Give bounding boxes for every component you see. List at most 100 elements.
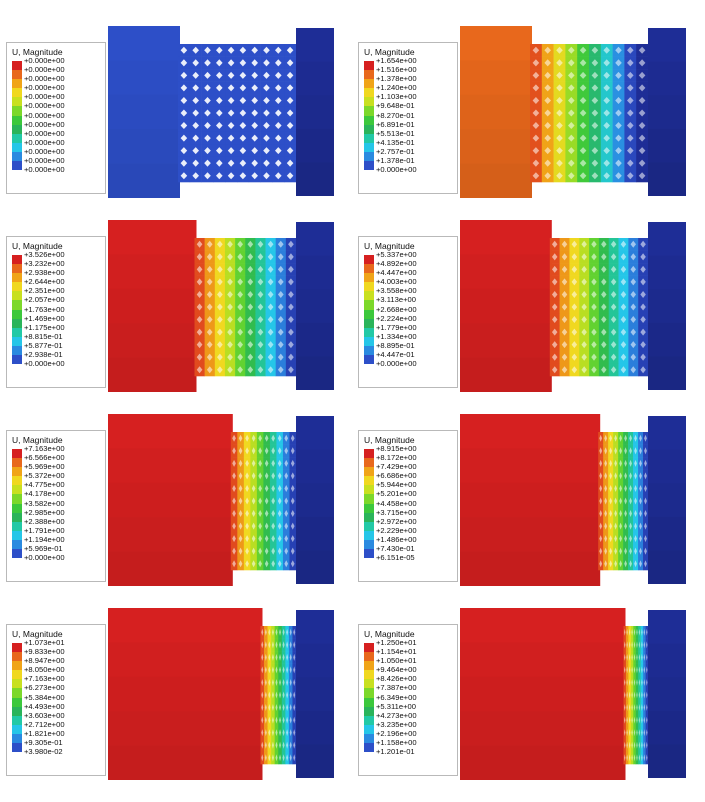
lattice-strut (639, 510, 642, 518)
lattice-strut (271, 434, 276, 442)
legend-value: +1.103e+00 (376, 92, 417, 102)
fixed-block (296, 222, 334, 390)
block-mesh-band (460, 551, 601, 586)
deformation-plot (108, 26, 334, 198)
lattice-strut (271, 535, 276, 543)
lattice-strut (258, 547, 262, 555)
lattice-strut (290, 560, 295, 568)
legend-value: +9.833e+00 (24, 647, 65, 657)
lattice-strut (603, 84, 610, 92)
lattice-strut (646, 666, 648, 674)
lattice-strut (232, 484, 236, 492)
legend-value: +7.429e+00 (376, 462, 417, 472)
lattice-strut (614, 434, 618, 442)
legend-color-swatch (364, 255, 374, 265)
block-mesh-band (296, 289, 334, 323)
block-mesh-band (648, 256, 686, 290)
legend-color-bar (12, 255, 22, 365)
lattice-strut (286, 653, 289, 661)
lattice-strut (551, 341, 558, 349)
lattice-strut (571, 240, 578, 248)
lattice-strut (634, 434, 637, 442)
legend-color-swatch (364, 264, 374, 274)
lattice-strut (551, 328, 558, 336)
block-mesh-band (648, 550, 686, 584)
lattice-strut (216, 96, 223, 104)
lattice-strut (267, 303, 274, 311)
lattice-strut (638, 641, 641, 649)
lattice-strut (258, 472, 262, 480)
lattice-strut (609, 447, 613, 455)
block-mesh-band (460, 448, 600, 482)
lattice-strut (217, 278, 223, 286)
lattice-strut (290, 510, 295, 518)
legend-value: +2.938e+00 (24, 268, 65, 278)
lattice-strut (556, 96, 563, 104)
lattice-strut (268, 641, 271, 649)
lattice-strut (261, 754, 264, 762)
lattice-strut (264, 741, 267, 749)
lattice-strut (639, 484, 642, 492)
block-mesh-band (296, 744, 334, 778)
lattice-strut (634, 459, 637, 467)
lattice-strut (624, 653, 626, 661)
lattice-strut (232, 447, 236, 455)
lattice-strut (227, 134, 235, 142)
lattice-strut (227, 303, 233, 311)
legend-color-swatch (364, 133, 374, 143)
lattice-strut (610, 253, 617, 261)
lattice-strut (268, 704, 271, 712)
lattice-strut (591, 147, 599, 155)
lattice-strut (633, 691, 636, 699)
legend-color-swatch (12, 688, 22, 698)
legend-color-swatch (364, 706, 374, 716)
lattice-strut (282, 678, 285, 686)
legend-value: +7.430e-01 (376, 544, 415, 554)
contour-panel-2: U, Magnitude +1.654e+00 +1.516e+00 +1.378e+… (356, 26, 704, 220)
lattice-strut (640, 366, 646, 374)
lattice-strut (275, 46, 282, 54)
lattice-strut (258, 459, 262, 467)
block-mesh-band (296, 356, 334, 390)
lattice-strut (264, 522, 269, 530)
lattice-strut (614, 484, 618, 492)
lattice-strut (634, 510, 637, 518)
lattice-strut (196, 253, 203, 261)
lattice-strut (277, 472, 282, 480)
lattice-strut (556, 71, 563, 79)
deformation-plot (460, 220, 686, 392)
lattice-strut (643, 641, 646, 649)
lattice-strut (204, 172, 211, 180)
lattice-strut (245, 472, 249, 480)
lattice-strut (251, 96, 258, 104)
block-mesh-band (296, 128, 334, 163)
lattice-strut (629, 447, 632, 455)
lattice-strut (634, 497, 637, 505)
lattice-strut (626, 691, 628, 699)
lattice-strut (636, 628, 638, 636)
lattice-strut (290, 547, 295, 555)
lattice-strut (206, 265, 213, 273)
lattice-strut (591, 84, 599, 92)
legend-value: +0.000e+00 (24, 65, 65, 75)
lattice-strut (251, 109, 258, 117)
lattice-strut (624, 447, 627, 455)
lattice-strut (216, 71, 223, 79)
lattice-strut (275, 716, 278, 724)
legend-value: +8.915e+00 (376, 444, 417, 453)
lattice-strut (286, 628, 289, 636)
legend-color-swatch (364, 733, 374, 744)
lattice-strut (237, 303, 244, 311)
lattice-strut (629, 535, 632, 543)
lattice-strut (609, 497, 613, 505)
legend-color-swatch (364, 549, 374, 559)
lattice-strut (603, 96, 610, 104)
legend-value: +0.000e+00 (24, 553, 65, 563)
legend-color-swatch (12, 679, 22, 689)
legend-value: +7.387e+00 (376, 683, 417, 693)
legend-color-bar (12, 449, 22, 559)
lattice-strut (264, 510, 269, 518)
lattice-strut (634, 547, 637, 555)
lattice-strut (644, 459, 647, 467)
lattice-strut (251, 484, 256, 492)
